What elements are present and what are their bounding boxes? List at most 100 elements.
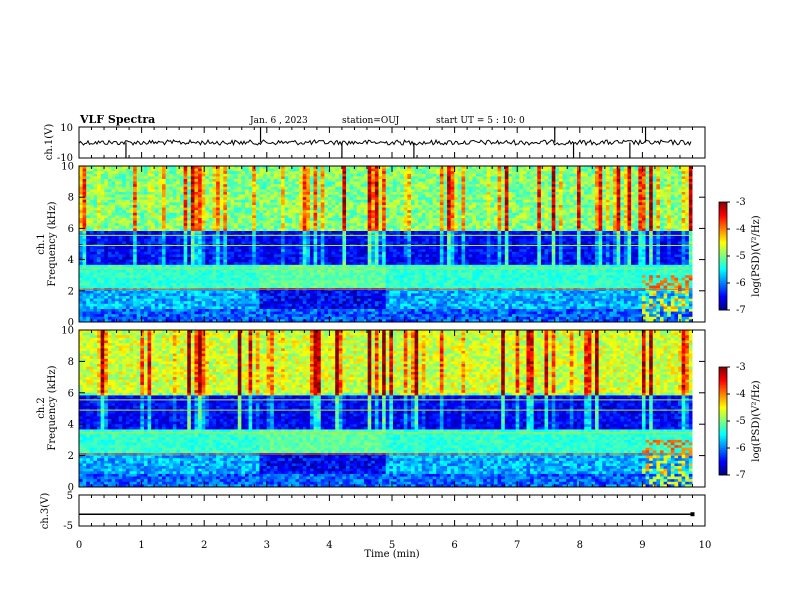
- heatmap-cell: [100, 168, 105, 172]
- heatmap-cell: [291, 283, 296, 286]
- heatmap-cell: [313, 220, 318, 224]
- heatmap-cell: [162, 303, 167, 307]
- heatmap-cell: [151, 197, 156, 201]
- heatmap-cell: [241, 316, 246, 320]
- heatmap-cell: [237, 259, 242, 263]
- heatmap-cell: [201, 179, 206, 182]
- heatmap-cell: [97, 264, 102, 268]
- heatmap-cell: [302, 202, 307, 206]
- heatmap-cell: [169, 220, 174, 224]
- heatmap-cell: [183, 259, 188, 263]
- heatmap-cell: [93, 262, 98, 266]
- heatmap-cell: [223, 280, 228, 284]
- heatmap-cell: [364, 189, 369, 193]
- heatmap-cell: [176, 246, 181, 250]
- heatmap-cell: [277, 179, 282, 182]
- heatmap-cell: [93, 311, 98, 315]
- heatmap-cell: [158, 197, 163, 201]
- heatmap-cell: [89, 262, 94, 266]
- heatmap-cell: [212, 220, 217, 224]
- heatmap-cell: [320, 311, 325, 315]
- heatmap-cell: [309, 194, 314, 198]
- heatmap-cell: [230, 267, 235, 271]
- heatmap-cell: [183, 296, 188, 299]
- heatmap-cell: [317, 197, 322, 201]
- heatmap-cell: [136, 241, 141, 245]
- heatmap-cell: [353, 301, 358, 305]
- heatmap-cell: [97, 270, 102, 273]
- heatmap-cell: [302, 189, 307, 193]
- heatmap-cell: [320, 176, 325, 180]
- heatmap-cell: [353, 231, 358, 234]
- heatmap-cell: [331, 225, 336, 229]
- heatmap-cell: [281, 285, 286, 289]
- heatmap-cell: [107, 199, 112, 203]
- heatmap-cell: [172, 215, 177, 219]
- heatmap-cell: [97, 290, 102, 294]
- heatmap-cell: [125, 257, 130, 260]
- heatmap-cell: [143, 238, 148, 242]
- heatmap-cell: [158, 257, 163, 260]
- heatmap-cell: [115, 231, 120, 234]
- heatmap-cell: [93, 223, 98, 227]
- heatmap-cell: [180, 176, 185, 180]
- heatmap-cell: [169, 257, 174, 260]
- heatmap-cell: [259, 238, 264, 242]
- heatmap-cell: [306, 285, 311, 289]
- heatmap-cell: [270, 171, 275, 175]
- heatmap-cell: [194, 251, 199, 255]
- heatmap-cell: [151, 306, 156, 310]
- heatmap-cell: [230, 254, 235, 258]
- heatmap-cell: [183, 168, 188, 172]
- heatmap-cell: [302, 285, 307, 289]
- heatmap-cell: [133, 184, 138, 188]
- heatmap-cell: [89, 241, 94, 245]
- heatmap-cell: [111, 205, 116, 208]
- heatmap-cell: [309, 249, 314, 253]
- heatmap-cell: [255, 176, 260, 180]
- heatmap-cell: [324, 314, 329, 318]
- heatmap-cell: [82, 228, 87, 232]
- heatmap-cell: [129, 262, 134, 266]
- ch1-waveform-panel: 10 -10 ch.1(V): [44, 123, 706, 164]
- heatmap-cell: [187, 186, 192, 190]
- heatmap-cell: [151, 272, 156, 276]
- heatmap-cell: [360, 280, 365, 284]
- heatmap-cell: [201, 311, 206, 315]
- heatmap-cell: [273, 298, 278, 302]
- heatmap-cell: [299, 207, 304, 211]
- heatmap-cell: [331, 249, 336, 253]
- heatmap-cell: [194, 277, 199, 281]
- heatmap-cell: [118, 309, 123, 312]
- heatmap-cell: [107, 283, 112, 286]
- heatmap-cell: [104, 249, 109, 253]
- heatmap-cell: [205, 275, 210, 279]
- heatmap-cell: [226, 264, 231, 268]
- heatmap-cell: [346, 231, 351, 234]
- heatmap-cell: [266, 197, 271, 201]
- heatmap-cell: [281, 186, 286, 190]
- heatmap-cell: [223, 293, 228, 297]
- heatmap-cell: [208, 303, 213, 307]
- heatmap-cell: [125, 223, 130, 227]
- heatmap-cell: [248, 257, 253, 260]
- heatmap-cell: [234, 236, 239, 240]
- heatmap-cell: [331, 197, 336, 201]
- heatmap-cell: [335, 262, 340, 266]
- heatmap-cell: [277, 311, 282, 315]
- heatmap-cell: [104, 215, 109, 219]
- heatmap-cell: [79, 246, 84, 250]
- heatmap-cell: [353, 264, 358, 268]
- heatmap-cell: [162, 314, 167, 318]
- heatmap-cell: [367, 220, 372, 224]
- heatmap-cell: [331, 272, 336, 276]
- heatmap-cell: [115, 228, 120, 232]
- heatmap-cell: [295, 218, 300, 221]
- heatmap-cell: [349, 246, 354, 250]
- heatmap-cell: [360, 205, 365, 208]
- heatmap-cell: [154, 179, 159, 182]
- heatmap-cell: [86, 184, 91, 188]
- heatmap-cell: [115, 303, 120, 307]
- heatmap-cell: [320, 199, 325, 203]
- heatmap-cell: [133, 251, 138, 255]
